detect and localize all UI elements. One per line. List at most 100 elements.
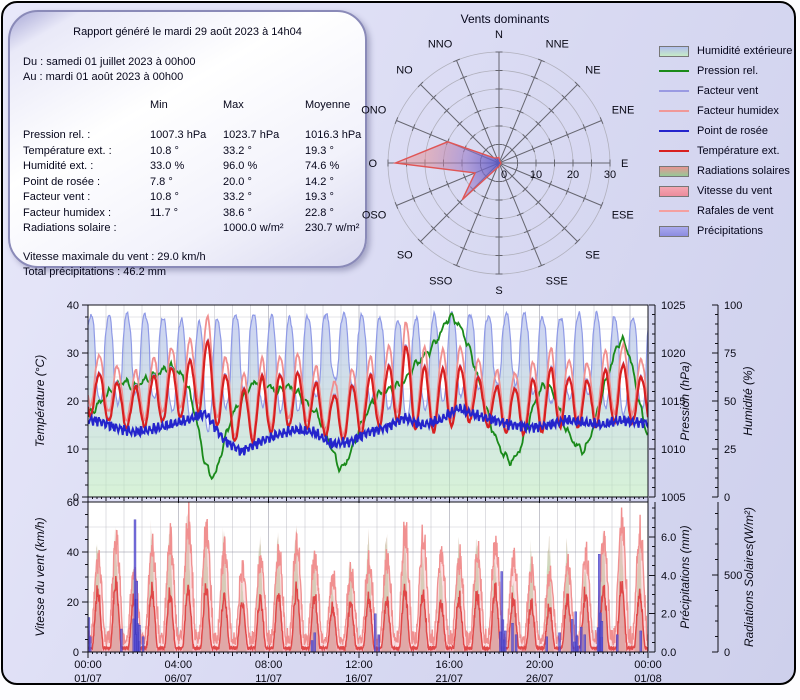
precipitation-bar [598, 554, 601, 652]
legend-item: Précipitations [659, 221, 799, 241]
svg-text:100: 100 [724, 300, 742, 312]
svg-text:Précipitations (mm): Précipitations (mm) [678, 525, 692, 628]
svg-text:01/07: 01/07 [74, 673, 102, 685]
legend-item: Facteur vent [659, 81, 799, 101]
svg-text:20:00: 20:00 [526, 659, 554, 671]
svg-text:0: 0 [724, 647, 730, 659]
precipitation-bar [141, 636, 145, 652]
legend-item: Température ext. [659, 141, 799, 161]
precipitation-bar [574, 611, 577, 652]
svg-text:0: 0 [73, 492, 79, 504]
report-title: Rapport généré le mardi 29 août 2023 à 1… [73, 26, 302, 38]
period-to: Au : mardi 01 août 2023 à 00h00 [23, 71, 184, 83]
stats-footer-line: Vitesse maximale du vent : 29.0 km/h [23, 250, 206, 263]
legend-patch-swatch [659, 225, 689, 237]
svg-text:08:00: 08:00 [255, 659, 283, 671]
svg-text:16:00: 16:00 [436, 659, 464, 671]
wind-rose-chart: N NNE NE ENE E ESE SE SSE S SSO SO OSO O ONO NO NNO 0 10 2… [361, 29, 634, 297]
svg-text:ENE: ENE [612, 104, 635, 116]
legend-label: Facteur vent [697, 85, 759, 97]
svg-text:1025: 1025 [661, 300, 685, 312]
svg-text:2.0: 2.0 [661, 609, 676, 621]
precipitation-bar [616, 634, 619, 652]
legend-label: Précipitations [697, 225, 764, 237]
precipitation-bar [575, 635, 579, 652]
legend-item: Radiations solaires [659, 161, 799, 181]
rose-labels: N NNE NE ENE E ESE SE SSE S SSO SO OSO O ONO NO NNO 0 10 2… [361, 29, 634, 297]
svg-text:NE: NE [585, 65, 600, 77]
svg-text:0: 0 [501, 169, 507, 181]
precipitation-bar [374, 613, 377, 652]
svg-text:500: 500 [724, 570, 742, 582]
stats-row: Pression rel. :1007.3 hPa 1023.7 hPa 1016.… [23, 129, 362, 141]
svg-text:Humidité (%): Humidité (%) [741, 366, 755, 435]
precipitation-bar [577, 645, 580, 652]
svg-text:60: 60 [67, 497, 79, 509]
wind-rose-polygon [392, 141, 502, 201]
legend-patch-swatch [659, 165, 689, 177]
svg-text:S: S [495, 285, 502, 297]
svg-text:ESE: ESE [612, 210, 634, 222]
legend-label: Radiations solaires [697, 165, 790, 177]
precipitation-bar [500, 571, 503, 652]
svg-text:11/07: 11/07 [255, 673, 282, 685]
svg-text:06/07: 06/07 [165, 673, 193, 685]
stats-row: Température ext. :10.8 ° 33.2 ° 19.3 ° [23, 144, 334, 157]
precipitation-bar [639, 630, 642, 652]
svg-text:30: 30 [604, 169, 616, 181]
dew-point-line [88, 402, 648, 456]
humidex-line [88, 313, 648, 441]
svg-text:SO: SO [397, 249, 413, 261]
svg-text:0: 0 [724, 492, 730, 504]
svg-text:6.0: 6.0 [661, 532, 676, 544]
stats-table: Min Max Moyenne Pression rel. :1007.3 hPa 10… [10, 86, 365, 237]
report-period: Du : samedi 01 juillet 2023 à 00h00 Au :… [10, 41, 365, 86]
svg-text:1015: 1015 [661, 396, 685, 408]
wind-line [88, 575, 648, 652]
precipitation-bar [134, 634, 137, 652]
precipitation-bar [600, 621, 604, 652]
svg-text:1020: 1020 [661, 348, 685, 360]
svg-text:01/08: 01/08 [634, 673, 662, 685]
svg-text:Vitesse du vent (km/h): Vitesse du vent (km/h) [33, 517, 47, 636]
legend-item: Facteur humidex [659, 101, 799, 121]
svg-text:40: 40 [67, 547, 79, 559]
svg-text:NO: NO [396, 65, 413, 77]
svg-text:E: E [621, 158, 628, 170]
legend-label: Point de rosée [697, 125, 768, 137]
precipitation-bar [570, 619, 574, 652]
svg-text:1010: 1010 [661, 444, 685, 456]
svg-text:Température (°C): Température (°C) [33, 355, 47, 447]
svg-text:Radiations Solaires(W/m²): Radiations Solaires(W/m²) [742, 507, 756, 647]
svg-text:30: 30 [67, 348, 79, 360]
precipitation-bar [580, 626, 583, 652]
svg-text:4.0: 4.0 [661, 570, 676, 582]
legend-item: Vitesse du vent [659, 181, 799, 201]
legend-line-swatch [659, 70, 689, 72]
svg-text:20: 20 [67, 597, 79, 609]
svg-text:OSO: OSO [362, 210, 387, 222]
svg-text:26/07: 26/07 [526, 673, 554, 685]
precipitation-bar [88, 617, 91, 652]
legend-item: Humidité extérieure [659, 41, 799, 61]
humidity-area [88, 311, 648, 497]
stats-row: Radiations solaire :1000.0 w/m² 230.7 w/m… [23, 222, 360, 234]
precipitation-bar [138, 625, 141, 652]
svg-text:0.0: 0.0 [661, 647, 676, 659]
precipitation-bar [545, 636, 548, 652]
precipitation-bar [310, 640, 314, 652]
precipitation-bar [313, 632, 316, 652]
legend-item: Pression rel. [659, 61, 799, 81]
precipitation-bar [511, 623, 514, 652]
legend-label: Pression rel. [697, 65, 759, 77]
legend-label: Rafales de vent [697, 205, 774, 217]
svg-text:10: 10 [530, 169, 542, 181]
precipitation-bar [120, 628, 123, 652]
legend-label: Humidité extérieure [697, 45, 793, 57]
precipitation-bar [596, 627, 600, 652]
stats-header-row: Min Max Moyenne [150, 98, 351, 111]
main-chart-series [88, 309, 648, 497]
svg-text:04:00: 04:00 [165, 659, 193, 671]
